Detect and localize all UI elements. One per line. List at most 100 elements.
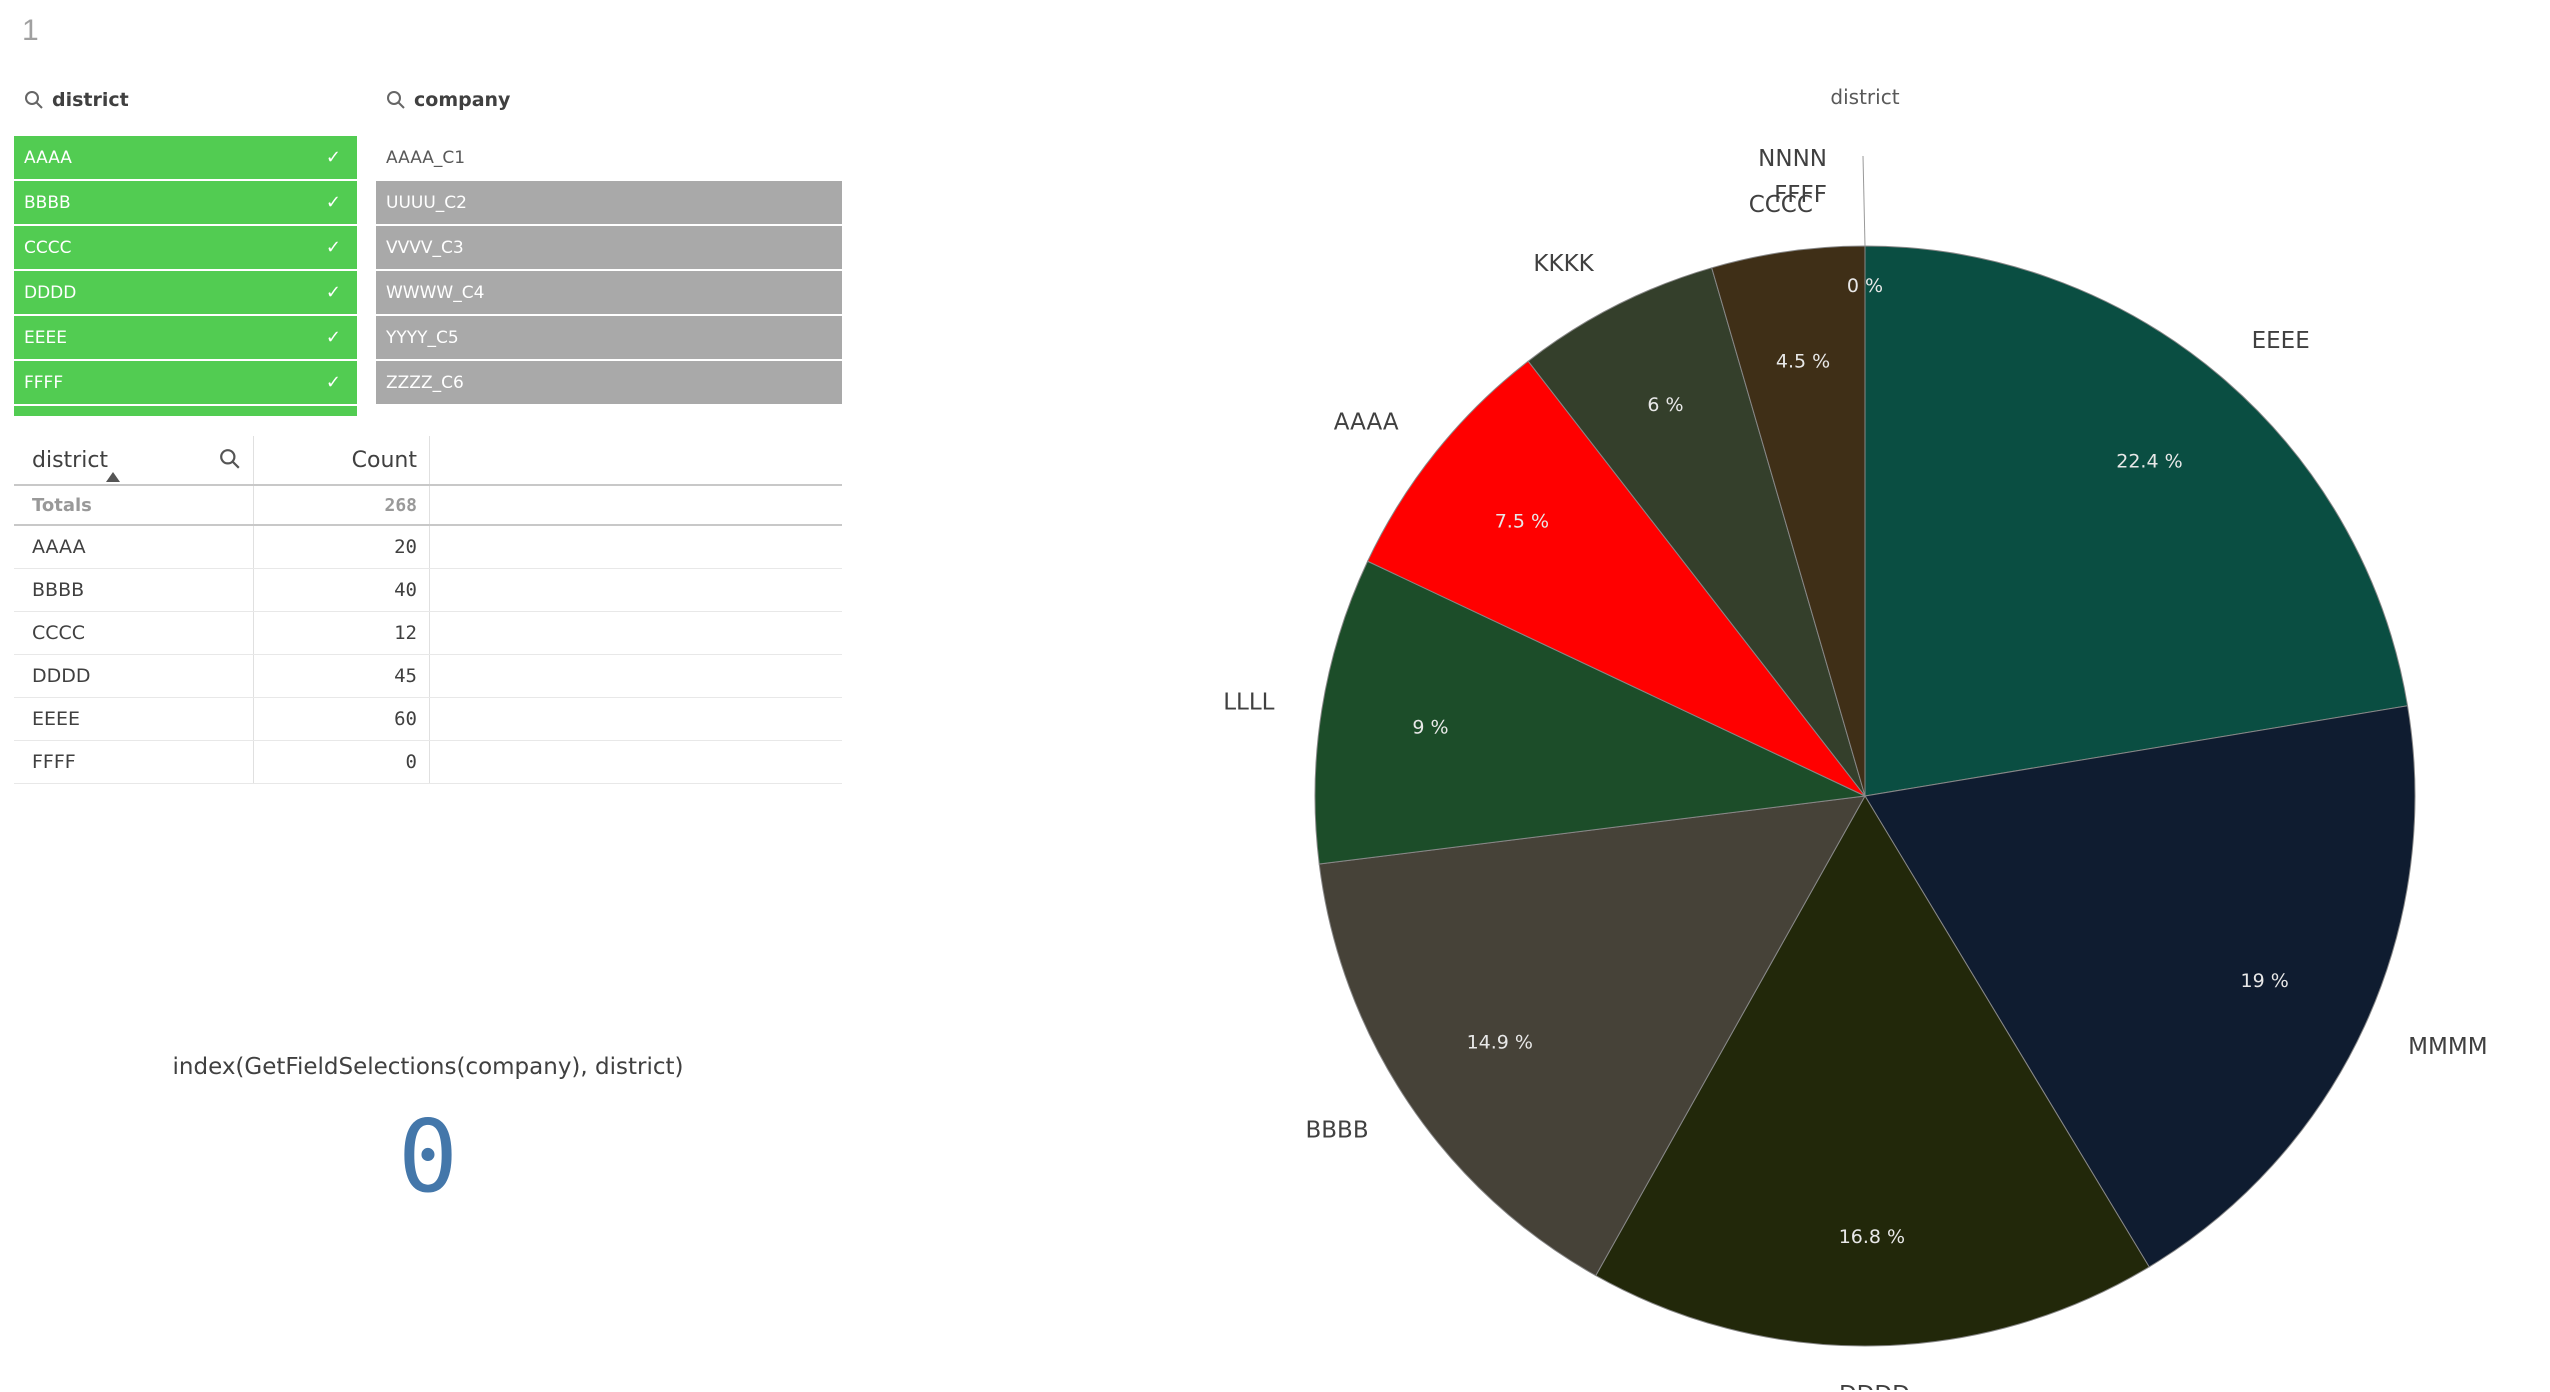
company-filter-item[interactable]: YYYY_C5 (376, 316, 842, 359)
slice-label: MMMM (2408, 1034, 2487, 1060)
district-header-label: district (32, 447, 109, 473)
totals-row: Totals 268 (14, 486, 842, 526)
slice-label: FFFF (1774, 182, 1827, 208)
table-row[interactable]: EEEE 60 (14, 698, 842, 741)
district-filter-item-label: BBBB (24, 192, 71, 213)
slice-label: EEEE (2252, 328, 2310, 354)
district-filter-item[interactable]: CCCC ✓ (14, 226, 357, 269)
pie-slice-aaaa[interactable] (1366, 360, 1866, 797)
slice-percent-label: 19 % (2241, 970, 2289, 992)
district-filter-list: AAAA ✓ BBBB ✓ CCCC ✓ DDDD ✓ EEEE ✓ FFFF ✓ (14, 136, 357, 404)
table-row[interactable]: DDDD 45 (14, 655, 842, 698)
company-filter-item-label: VVVV_C3 (386, 237, 464, 258)
company-filter-item-label: AAAA_C1 (386, 147, 466, 168)
kpi-title: index(GetFieldSelections(company), distr… (172, 1054, 684, 1080)
pie-slice-llll[interactable] (1314, 560, 1867, 865)
company-filter-item-label: YYYY_C5 (386, 327, 459, 348)
leader-line (1862, 155, 1866, 247)
district-filter-item-label: AAAA (24, 147, 72, 168)
company-filter-item[interactable]: UUUU_C2 (376, 181, 842, 224)
totals-label: Totals (14, 486, 254, 524)
slice-label: KKKK (1533, 251, 1594, 277)
district-filter-pane[interactable]: district AAAA ✓ BBBB ✓ CCCC ✓ DDDD ✓ EEEE ✓ FFFF ✓ (14, 80, 357, 416)
count-cell: 60 (254, 698, 430, 740)
pie-slice-bbbb[interactable] (1318, 795, 1866, 1277)
table-row[interactable]: CCCC 12 (14, 612, 842, 655)
company-filter-item-label: ZZZZ_C6 (386, 372, 464, 393)
district-filter-title: district (52, 89, 129, 111)
district-count-table: district Count Totals 268 AAAA 20 BBBB 40 CC… (14, 436, 842, 784)
slice-percent-label: 6 % (1647, 394, 1683, 416)
slice-label: BBBB (1306, 1117, 1369, 1143)
slice-percent-label: 4.5 % (1776, 350, 1830, 372)
table-row[interactable]: AAAA 20 (14, 526, 842, 569)
count-cell: 40 (254, 569, 430, 611)
company-filter-list: AAAA_C1 UUUU_C2 VVVV_C3 WWWW_C4 YYYY_C5 ZZZZ_… (376, 136, 842, 404)
district-cell: BBBB (14, 569, 254, 611)
table-row[interactable]: FFFF 0 (14, 741, 842, 784)
pie-slice-mmmm[interactable] (1864, 705, 2416, 1268)
check-icon: ✓ (325, 237, 341, 258)
sheet-number: 1 (22, 14, 39, 47)
slice-label: CCCC (1749, 192, 1813, 218)
slice-percent-label: 0 % (1847, 275, 1883, 297)
check-icon: ✓ (325, 147, 341, 168)
pie-slice-kkkk[interactable] (1527, 267, 1866, 797)
check-icon: ✓ (325, 372, 341, 393)
table-row[interactable]: BBBB 40 (14, 569, 842, 612)
slice-percent-label: 22.4 % (2116, 450, 2182, 472)
district-filter-item[interactable]: FFFF ✓ (14, 361, 357, 404)
count-cell: 0 (254, 741, 430, 783)
district-column-header[interactable]: district (14, 436, 254, 484)
kpi-value: 0 (397, 1098, 459, 1215)
pie-slice-eeee[interactable] (1864, 245, 2409, 797)
check-icon: ✓ (325, 282, 341, 303)
table-body: AAAA 20 BBBB 40 CCCC 12 DDDD 45 EEEE 60 FFFF 0 (14, 526, 842, 784)
district-filter-item[interactable]: BBBB ✓ (14, 181, 357, 224)
company-filter-item-label: UUUU_C2 (386, 192, 467, 213)
district-list-scroll-hint (14, 406, 357, 416)
district-cell: CCCC (14, 612, 254, 654)
district-cell: EEEE (14, 698, 254, 740)
company-filter-item[interactable]: VVVV_C3 (376, 226, 842, 269)
slice-label: NNNN (1758, 146, 1827, 172)
slice-percent-label: 14.9 % (1467, 1031, 1533, 1053)
search-icon[interactable] (386, 90, 406, 110)
district-filter-item-label: FFFF (24, 372, 64, 393)
slice-label: LLLL (1223, 690, 1274, 716)
count-column-header[interactable]: Count (254, 436, 430, 484)
district-filter-item[interactable]: AAAA ✓ (14, 136, 357, 179)
count-cell: 12 (254, 612, 430, 654)
district-cell: FFFF (14, 741, 254, 783)
sort-ascending-icon (106, 472, 120, 482)
company-filter-item-label: WWWW_C4 (386, 282, 485, 303)
slice-label: DDDD (1839, 1382, 1910, 1390)
search-icon[interactable] (219, 448, 241, 470)
slice-label: AAAA (1334, 410, 1399, 436)
slice-percent-label: 7.5 % (1495, 511, 1549, 533)
district-filter-item-label: EEEE (24, 327, 67, 348)
pie-slice-dddd[interactable] (1595, 795, 2150, 1347)
company-filter-item[interactable]: WWWW_C4 (376, 271, 842, 314)
district-filter-item[interactable]: EEEE ✓ (14, 316, 357, 359)
table-header-row: district Count (14, 436, 842, 486)
totals-value: 268 (254, 486, 430, 524)
district-pie-chart[interactable]: district EEEE 22.4 % MMMM 19 % DDDD 16.8 % BBB… (1200, 70, 2500, 1390)
company-filter-pane[interactable]: company AAAA_C1 UUUU_C2 VVVV_C3 WWWW_C4 YYYY… (376, 80, 842, 406)
company-filter-item[interactable]: AAAA_C1 (376, 136, 842, 179)
chart-title: district (1830, 85, 1899, 109)
check-icon: ✓ (325, 327, 341, 348)
district-cell: DDDD (14, 655, 254, 697)
company-filter-header[interactable]: company (376, 80, 842, 120)
company-filter-item[interactable]: ZZZZ_C6 (376, 361, 842, 404)
search-icon[interactable] (24, 90, 44, 110)
district-filter-header[interactable]: district (14, 80, 357, 120)
district-filter-item[interactable]: DDDD ✓ (14, 271, 357, 314)
count-header-label: Count (351, 447, 417, 473)
slice-percent-label: 9 % (1412, 717, 1448, 739)
count-cell: 45 (254, 655, 430, 697)
district-filter-item-label: DDDD (24, 282, 77, 303)
count-cell: 20 (254, 526, 430, 568)
slice-percent-label: 16.8 % (1839, 1226, 1905, 1248)
check-icon: ✓ (325, 192, 341, 213)
